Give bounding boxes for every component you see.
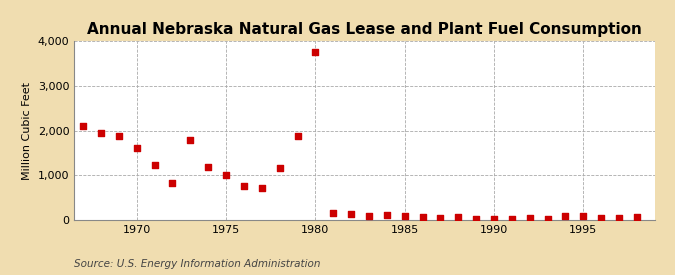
Point [132, 145, 142, 150]
Point [149, 162, 160, 167]
Point [221, 173, 232, 177]
Point [560, 214, 571, 219]
Point [328, 211, 339, 215]
Point [78, 124, 88, 128]
Point [632, 215, 643, 219]
Point [453, 215, 464, 219]
Point [524, 216, 535, 220]
Point [417, 215, 428, 219]
Point [381, 213, 392, 217]
Point [614, 216, 624, 220]
Text: Source: U.S. Energy Information Administration: Source: U.S. Energy Information Administ… [74, 259, 321, 269]
Point [435, 216, 446, 220]
Point [274, 166, 285, 170]
Point [506, 216, 517, 221]
Point [470, 216, 481, 221]
Point [202, 165, 213, 169]
Point [489, 217, 500, 221]
Point [238, 184, 249, 188]
Title: Annual Nebraska Natural Gas Lease and Plant Fuel Consumption: Annual Nebraska Natural Gas Lease and Pl… [87, 22, 642, 37]
Point [185, 138, 196, 142]
Point [400, 214, 410, 218]
Point [292, 134, 303, 139]
Point [364, 213, 375, 218]
Point [256, 186, 267, 190]
Point [596, 216, 607, 220]
Point [167, 181, 178, 186]
Point [346, 212, 356, 216]
Point [310, 50, 321, 54]
Point [113, 134, 124, 139]
Point [578, 213, 589, 218]
Point [96, 131, 107, 135]
Point [542, 216, 553, 221]
Y-axis label: Million Cubic Feet: Million Cubic Feet [22, 82, 32, 180]
